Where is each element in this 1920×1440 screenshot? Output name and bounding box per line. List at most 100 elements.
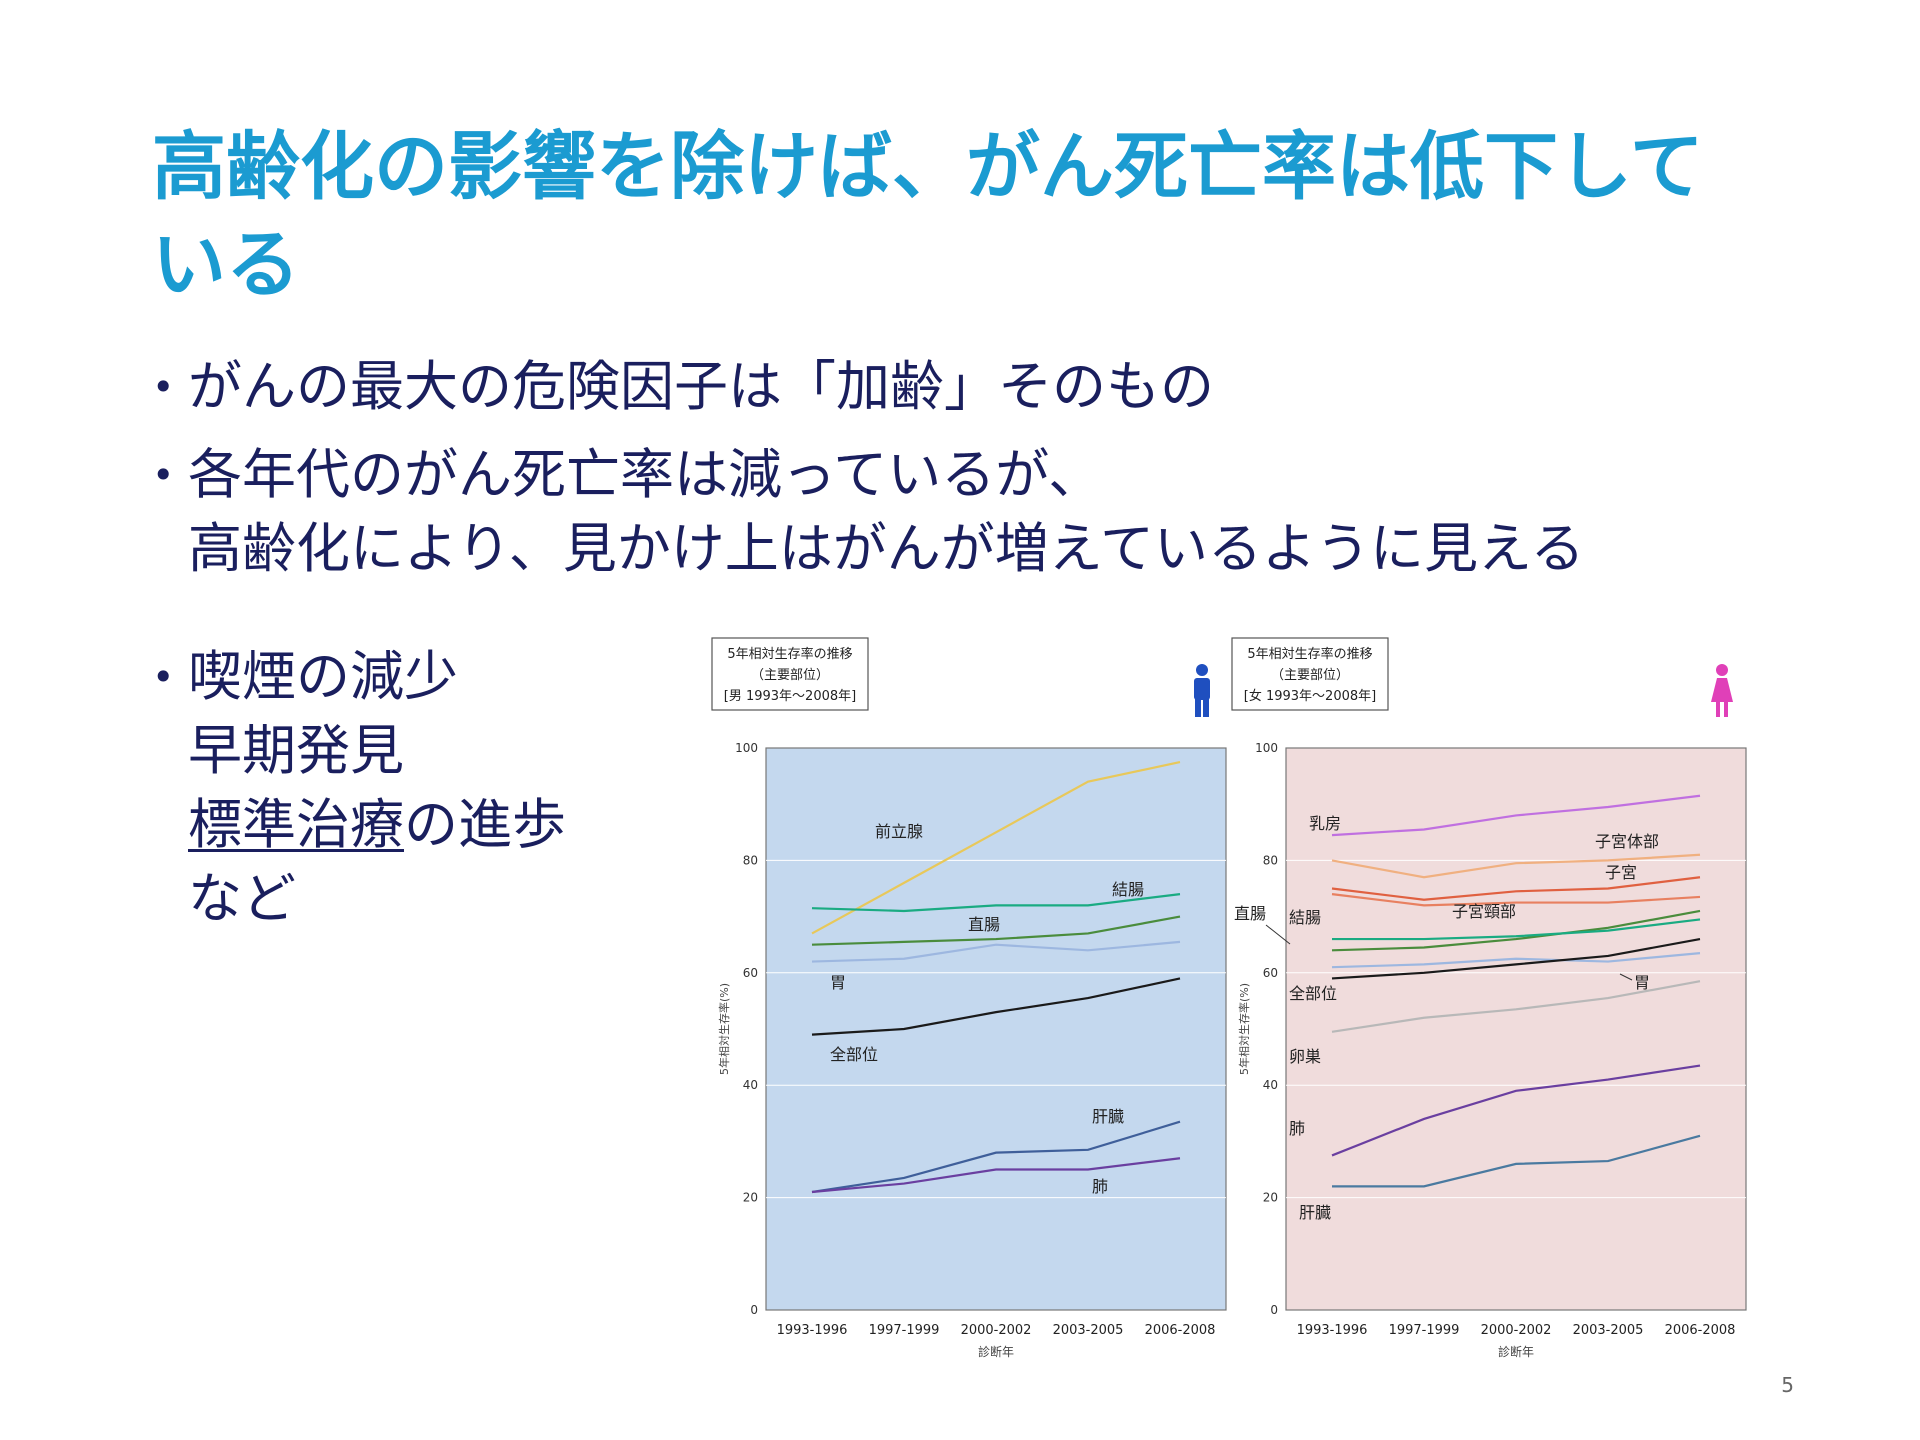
series-label: 全部位 <box>1289 984 1337 1003</box>
series-line <box>1331 853 1701 879</box>
female-chart: 5年相対生存率の推移 （主要部位） [女 1993年～2008年] 0 20 40 60 80… <box>1231 637 1747 1359</box>
series-line <box>811 893 1181 913</box>
label-leader-line <box>1619 973 1633 981</box>
series-label: 肺 <box>1092 1177 1108 1196</box>
x-axis-label: 診断年 <box>1498 1344 1534 1359</box>
page-title: 高齢化の影響を除けば、がん死亡率は低下して いる <box>152 118 1772 314</box>
series-label: 前立腺 <box>875 822 923 841</box>
bullet-dot: • <box>152 655 175 699</box>
legend-box-line: 5年相対生存率の推移 <box>1247 646 1372 662</box>
series-line <box>1331 876 1701 901</box>
bullet-text: 喫煙の減少 <box>188 645 458 708</box>
legend-box-line: [女 1993年～2008年] <box>1244 688 1376 704</box>
series-line <box>811 977 1181 1036</box>
legend-box-line: 5年相対生存率の推移 <box>727 646 852 662</box>
series-label: 子宮頸部 <box>1452 902 1516 921</box>
legend-box-line: （主要部位） <box>1271 668 1349 683</box>
x-tick-label: 1997-1999 <box>1389 1323 1460 1338</box>
icon-leg <box>1195 699 1201 717</box>
legend-box-line: （主要部位） <box>751 668 829 683</box>
y-tick-label: 40 <box>743 1078 758 1092</box>
male-figure-icon <box>1194 664 1210 717</box>
plot-area <box>1285 747 1747 1311</box>
icon-head <box>1196 664 1208 676</box>
series-label: 子宮 <box>1605 863 1637 882</box>
x-tick-label: 2000-2002 <box>1481 1323 1552 1338</box>
series-line <box>811 760 1181 935</box>
series-label: 胃 <box>1634 973 1650 992</box>
plot-area <box>765 747 1227 1311</box>
x-tick-label: 1993-1996 <box>1297 1323 1368 1338</box>
bullet-text: がんの最大の危険因子は「加齢」そのもの <box>188 355 1214 418</box>
title-line-2: いる <box>152 222 300 308</box>
bullet-dot: • <box>152 453 175 497</box>
icon-head <box>1716 664 1728 676</box>
series-label: 乳房 <box>1309 814 1341 833</box>
series-line <box>811 915 1181 946</box>
y-tick-label: 100 <box>735 741 758 755</box>
x-tick-label: 2000-2002 <box>961 1323 1032 1338</box>
x-tick-label: 1993-1996 <box>777 1323 848 1338</box>
series-line <box>1332 1134 1701 1188</box>
icon-leg <box>1716 701 1720 717</box>
y-tick-label: 80 <box>743 853 758 867</box>
bullet-text: 各年代のがん死亡率は減っているが、 <box>188 443 1103 506</box>
female-figure-icon <box>1711 664 1733 717</box>
y-tick-label: 40 <box>1263 1078 1278 1092</box>
icon-dress <box>1711 678 1733 702</box>
x-tick-label: 2003-2005 <box>1053 1323 1124 1338</box>
series-line <box>1331 980 1701 1033</box>
series-label: 肝臓 <box>1299 1203 1331 1222</box>
bullet-text: 高齢化により、見かけ上はがんが増えているように見える <box>188 517 1585 580</box>
y-tick-label: 20 <box>1263 1191 1278 1205</box>
y-tick-label: 0 <box>750 1303 758 1317</box>
series-line <box>811 940 1181 963</box>
legend-box <box>1231 637 1389 711</box>
page-number: 5 <box>1781 1373 1794 1397</box>
series-line <box>1331 937 1701 980</box>
series-label: 直腸 <box>968 915 1000 934</box>
series-label: 胃 <box>830 973 846 992</box>
series-label: 直腸 <box>1234 904 1266 923</box>
x-tick-label: 2006-2008 <box>1145 1323 1216 1338</box>
bullet-text: など <box>188 867 296 930</box>
label-leader-line <box>1265 924 1291 945</box>
title-line-1: 高齢化の影響を除けば、がん死亡率は低下して <box>152 124 1704 210</box>
series-label: 肺 <box>1289 1119 1305 1138</box>
series-line <box>811 1157 1181 1194</box>
x-tick-label: 2006-2008 <box>1665 1323 1736 1338</box>
y-tick-label: 100 <box>1255 741 1278 755</box>
survival-rate-charts: 5年相対生存率の推移 （主要部位） [男 1993年～2008年] 0 20 40 60 80… <box>711 637 1747 1359</box>
series-line <box>1331 952 1701 969</box>
series-label: 肝臓 <box>1092 1107 1124 1126</box>
series-label: 全部位 <box>830 1045 878 1064</box>
x-tick-label: 2003-2005 <box>1573 1323 1644 1338</box>
icon-leg <box>1724 701 1728 717</box>
bullet-dot: • <box>152 365 175 409</box>
series-label: 結腸 <box>1112 880 1144 899</box>
bullet-text: 早期発見 <box>188 719 404 782</box>
bullet-text-underlined: 標準治療の進歩 <box>188 788 566 862</box>
x-axis-label: 診断年 <box>978 1344 1014 1359</box>
x-tick-label: 1997-1999 <box>869 1323 940 1338</box>
series-line <box>1331 909 1701 952</box>
underlined-term: 標準治療 <box>188 793 404 856</box>
series-label: 子宮体部 <box>1595 832 1659 851</box>
y-axis-label: 5年相対生存率(%) <box>717 983 731 1075</box>
bullet-text-rest: の進歩 <box>404 793 566 856</box>
series-line <box>811 1120 1181 1194</box>
male-chart: 5年相対生存率の推移 （主要部位） [男 1993年～2008年] 0 20 40 60 80… <box>711 637 1227 1359</box>
y-tick-label: 80 <box>1263 853 1278 867</box>
legend-box <box>711 637 869 711</box>
legend-box-line: [男 1993年～2008年] <box>724 689 856 704</box>
y-tick-label: 20 <box>743 1191 758 1205</box>
y-tick-label: 60 <box>743 966 758 980</box>
series-label: 卵巣 <box>1289 1047 1321 1066</box>
y-tick-label: 60 <box>1263 966 1278 980</box>
series-label: 結腸 <box>1289 908 1321 927</box>
y-tick-label: 0 <box>1270 1303 1278 1317</box>
series-line <box>1331 893 1701 907</box>
series-line <box>1332 918 1701 941</box>
icon-body <box>1194 678 1210 700</box>
series-line <box>1331 1064 1701 1157</box>
